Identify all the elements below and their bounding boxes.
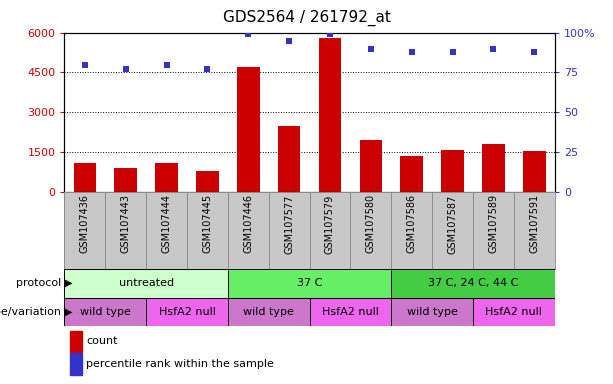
- Bar: [228, 269, 391, 298]
- Bar: [74, 163, 96, 192]
- Bar: [146, 298, 228, 326]
- Bar: [64, 269, 228, 298]
- Text: GSM107445: GSM107445: [202, 194, 212, 253]
- Bar: [441, 149, 464, 192]
- Bar: [473, 298, 555, 326]
- Text: GSM107446: GSM107446: [243, 194, 253, 253]
- Bar: [237, 67, 259, 192]
- Text: wild type: wild type: [80, 307, 131, 317]
- Text: GSM107586: GSM107586: [407, 194, 417, 253]
- Bar: [105, 192, 146, 269]
- Bar: [278, 126, 300, 192]
- Bar: [310, 298, 391, 326]
- Text: HsfA2 null: HsfA2 null: [485, 307, 543, 317]
- Text: percentile rank within the sample: percentile rank within the sample: [86, 359, 274, 369]
- Bar: [473, 192, 514, 269]
- Bar: [228, 192, 268, 269]
- Bar: [64, 298, 146, 326]
- Bar: [351, 192, 391, 269]
- Bar: [391, 269, 555, 298]
- Text: ▶: ▶: [65, 278, 72, 288]
- Bar: [523, 151, 546, 192]
- Text: GSM107577: GSM107577: [284, 194, 294, 254]
- Bar: [187, 192, 228, 269]
- Bar: [268, 192, 310, 269]
- Text: untreated: untreated: [118, 278, 173, 288]
- Text: HsfA2 null: HsfA2 null: [159, 307, 215, 317]
- Text: GDS2564 / 261792_at: GDS2564 / 261792_at: [223, 10, 390, 26]
- Text: GSM107587: GSM107587: [447, 194, 457, 253]
- Text: HsfA2 null: HsfA2 null: [322, 307, 379, 317]
- Bar: [64, 192, 105, 269]
- Text: GSM107436: GSM107436: [80, 194, 89, 253]
- Text: GSM107580: GSM107580: [366, 194, 376, 253]
- Bar: [319, 38, 341, 192]
- Bar: [514, 192, 555, 269]
- Bar: [391, 298, 473, 326]
- Bar: [196, 171, 219, 192]
- Bar: [391, 192, 432, 269]
- Text: GSM107591: GSM107591: [530, 194, 539, 253]
- Text: 37 C: 37 C: [297, 278, 322, 288]
- Text: count: count: [86, 336, 118, 346]
- Text: 37 C, 24 C, 44 C: 37 C, 24 C, 44 C: [428, 278, 518, 288]
- Text: ▶: ▶: [65, 307, 72, 317]
- Bar: [432, 192, 473, 269]
- Bar: [310, 192, 351, 269]
- Text: GSM107444: GSM107444: [162, 194, 172, 253]
- Text: GSM107589: GSM107589: [489, 194, 498, 253]
- Text: genotype/variation: genotype/variation: [0, 307, 61, 317]
- Text: protocol: protocol: [16, 278, 61, 288]
- Bar: [482, 144, 504, 192]
- Bar: [400, 156, 423, 192]
- Bar: [115, 168, 137, 192]
- Bar: [146, 192, 187, 269]
- Bar: [360, 140, 382, 192]
- Text: wild type: wild type: [407, 307, 457, 317]
- Text: wild type: wild type: [243, 307, 294, 317]
- Bar: [155, 163, 178, 192]
- Text: GSM107579: GSM107579: [325, 194, 335, 253]
- Bar: [228, 298, 310, 326]
- Text: GSM107443: GSM107443: [121, 194, 131, 253]
